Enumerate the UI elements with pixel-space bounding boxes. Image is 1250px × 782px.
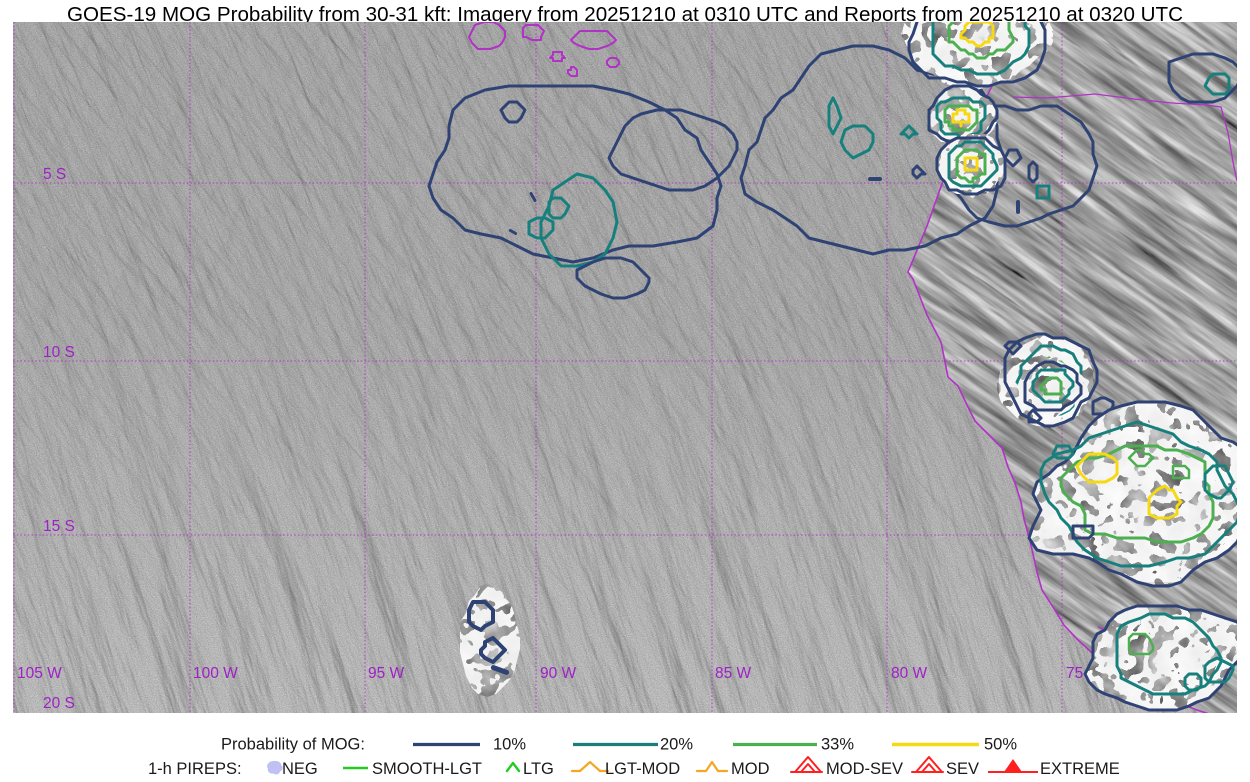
svg-text:SMOOTH-LGT: SMOOTH-LGT [372,760,482,778]
svg-text:20 S: 20 S [43,695,75,712]
svg-text:LGT-MOD: LGT-MOD [605,760,680,778]
svg-text:15 S: 15 S [43,518,75,535]
svg-text:10%: 10% [493,736,526,754]
svg-text:MOD: MOD [731,760,770,778]
svg-text:80 W: 80 W [891,665,928,682]
svg-text:5 S: 5 S [43,166,66,183]
svg-text:10 S: 10 S [43,344,75,361]
svg-text:MOD-SEV: MOD-SEV [826,760,903,778]
svg-text:NEG: NEG [282,760,318,778]
svg-text:50%: 50% [984,736,1017,754]
svg-text:1-h PIREPS:: 1-h PIREPS: [148,760,242,778]
svg-text:SEV: SEV [946,760,979,778]
svg-text:LTG: LTG [523,760,554,778]
svg-text:33%: 33% [821,736,854,754]
svg-text:EXTREME: EXTREME [1040,760,1120,778]
svg-text:105 W: 105 W [17,665,62,682]
svg-text:Probability of MOG:: Probability of MOG: [221,736,365,754]
svg-text:100 W: 100 W [193,665,238,682]
svg-text:90 W: 90 W [540,665,577,682]
svg-text:85 W: 85 W [715,665,752,682]
svg-text:95 W: 95 W [368,665,405,682]
svg-text:20%: 20% [660,736,693,754]
